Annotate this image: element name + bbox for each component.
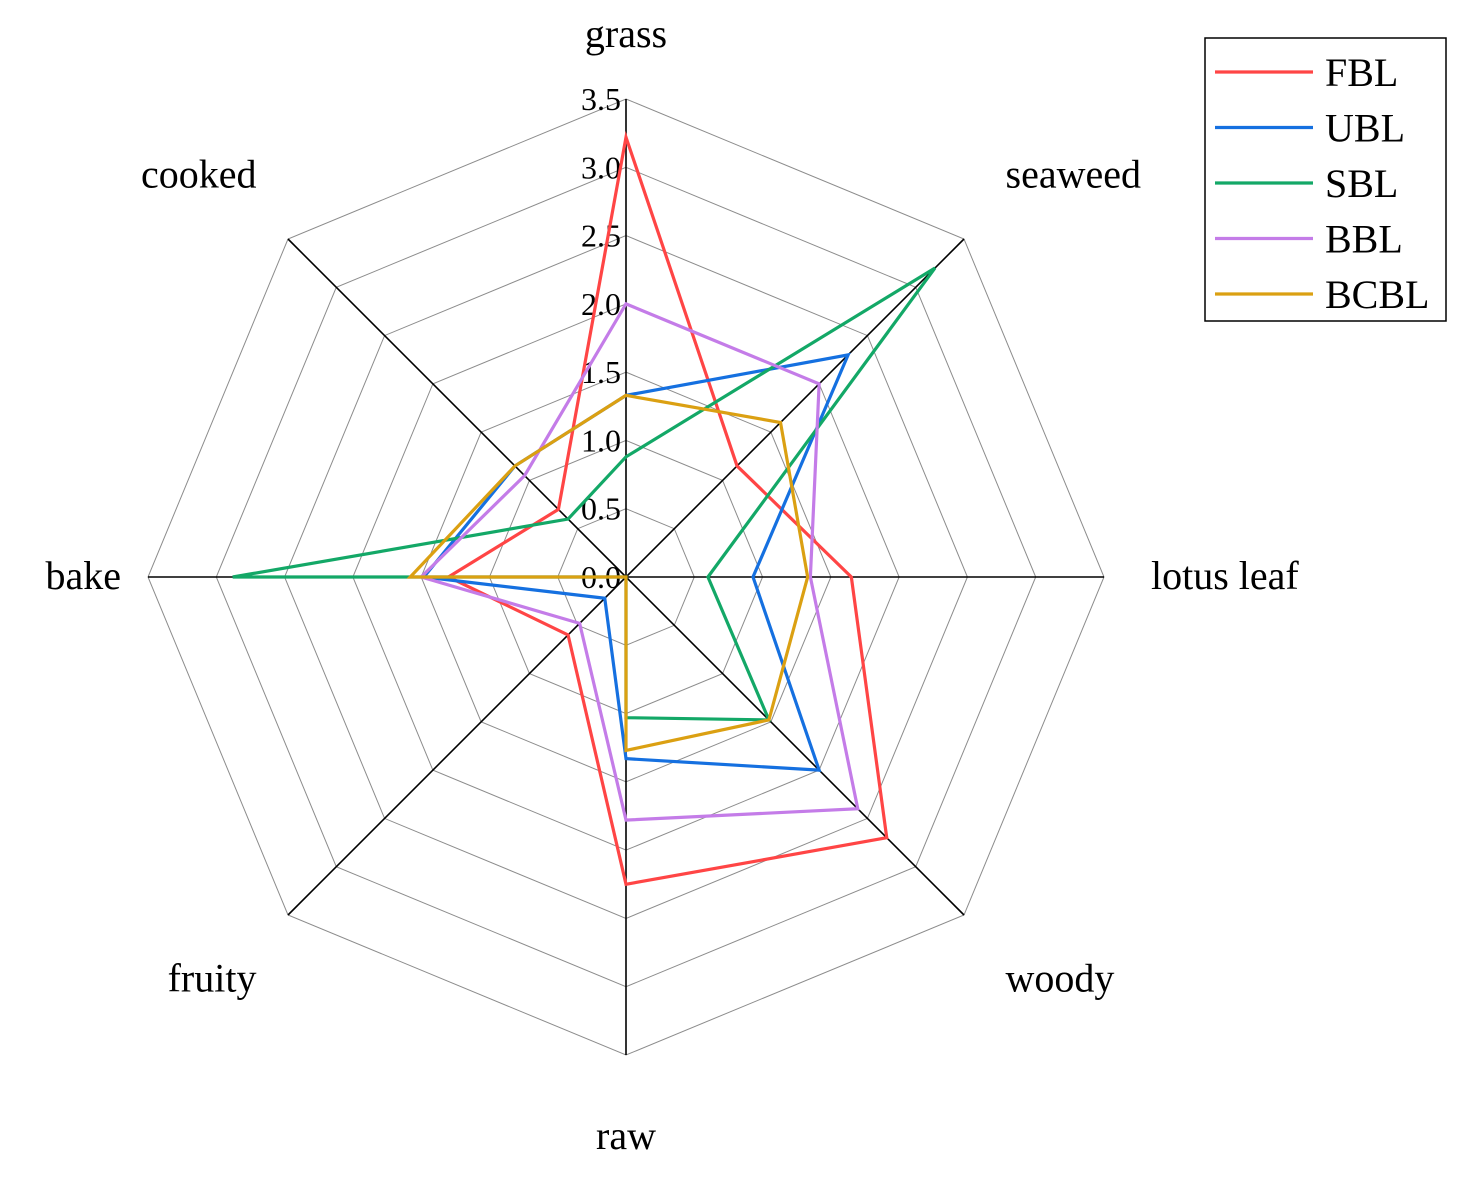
axis-label-woody: woody bbox=[1006, 956, 1115, 1001]
series-line-ubl bbox=[420, 352, 851, 772]
axis-spoke bbox=[625, 238, 965, 578]
legend-label-bcbl: BCBL bbox=[1325, 272, 1429, 317]
tick-label: 3.5 bbox=[581, 81, 621, 117]
axis-label-grass: grass bbox=[585, 11, 667, 56]
tick-label: 3.0 bbox=[581, 149, 621, 185]
axis-label-bake: bake bbox=[45, 553, 121, 598]
axis-label-raw: raw bbox=[596, 1113, 656, 1158]
axis-label-fruity: fruity bbox=[168, 956, 257, 1001]
series-group bbox=[232, 130, 937, 887]
legend: FBL UBL SBL BBL BCBL bbox=[1204, 37, 1447, 322]
tick-label: 2.5 bbox=[581, 218, 621, 254]
legend-label-bbl: BBL bbox=[1325, 217, 1403, 262]
series-line-bcbl bbox=[406, 393, 810, 753]
axis-spoke bbox=[625, 576, 965, 916]
axis-spoke bbox=[287, 576, 627, 916]
axis-spoke bbox=[287, 238, 627, 578]
legend-box bbox=[1204, 37, 1447, 322]
tick-label: 0.5 bbox=[581, 491, 621, 527]
legend-label-ubl: UBL bbox=[1325, 106, 1405, 151]
series-line-bbl bbox=[418, 301, 860, 822]
axis-label-lotus-leaf: lotus leaf bbox=[1151, 553, 1299, 598]
axis-label-seaweed: seaweed bbox=[1006, 151, 1141, 196]
tick-label: 2.0 bbox=[581, 286, 621, 322]
tick-labels: 0.00.51.01.52.02.53.03.5 bbox=[581, 81, 621, 595]
series-line-fbl bbox=[445, 130, 889, 887]
legend-label-sbl: SBL bbox=[1325, 161, 1398, 206]
legend-label-fbl: FBL bbox=[1325, 50, 1398, 95]
tick-label: 1.0 bbox=[581, 422, 621, 458]
axis-labels: grass seaweed lotus leaf woody raw fruity bake… bbox=[45, 11, 1299, 1158]
tick-label: 1.5 bbox=[581, 354, 621, 390]
axis-label-cooked: cooked bbox=[141, 151, 257, 196]
